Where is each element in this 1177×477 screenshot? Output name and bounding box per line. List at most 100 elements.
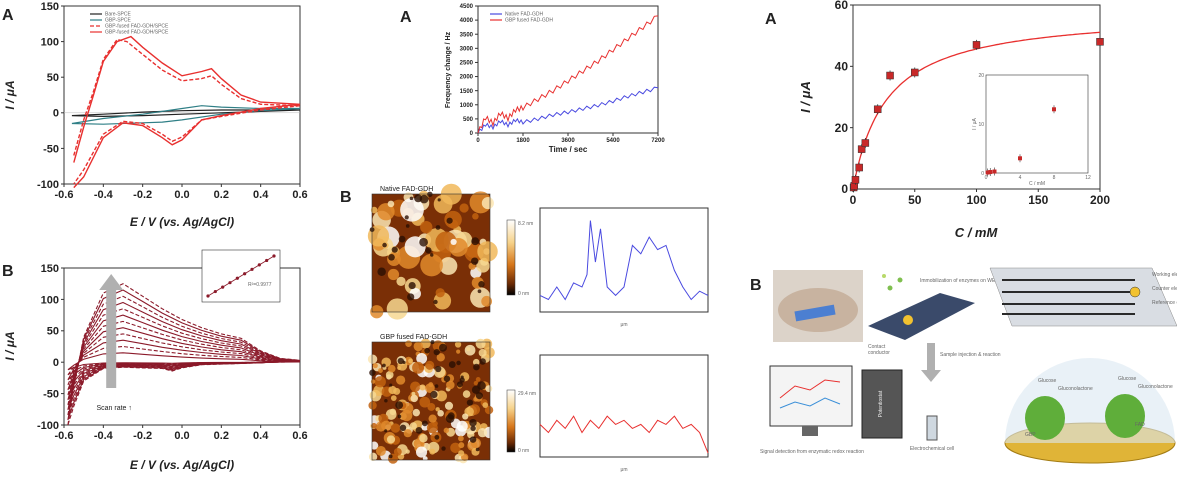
flow-arrow-head	[921, 370, 941, 382]
panel-cv-b: B -0.6 -0.4 -0.2 0.0 0.2 0.4 0.6 -100 -50 0 50 100 15…	[0, 238, 308, 477]
potentiostat-box	[861, 369, 903, 439]
afm-fused-image-grain	[466, 347, 471, 352]
freq-a-xtick-label: 3600	[561, 138, 575, 144]
afm-native-image-pit	[470, 257, 479, 265]
afm-native-image-pit	[388, 253, 395, 261]
cv-b-ytick-label: 100	[41, 294, 59, 306]
cv-a-ytick-label: 150	[41, 1, 59, 13]
sample-injection-label: Sample injection & reaction	[940, 352, 1001, 358]
panel-cv-a: A -0.6 -0.4 -0.2 0.0 0.2 0.4 0.6 -100 -50 0 50 100 15…	[0, 0, 308, 235]
freq-a-xlabel: Time / sec	[549, 145, 588, 154]
panel-kinetic-a: A 0 50 100 150 200 0 20 40 60 0 4 8 12 0 10 20 C / mM I / …	[760, 0, 1177, 245]
afm-fused-image-grain	[458, 442, 465, 449]
panel-letter: A	[400, 9, 412, 26]
cv-b-xtick-label: 0.2	[214, 430, 229, 442]
cv-b-ytick-label: 50	[47, 326, 59, 338]
freq-a-ytick-label: 2000	[460, 75, 474, 81]
afm-native-image-grain	[459, 203, 469, 213]
afm-native-image-pit	[419, 194, 429, 204]
kin-a-inset-frame	[985, 74, 1089, 174]
freq-a-legend-label: GBP fused FAD-GDH	[505, 18, 553, 24]
afm-fused-image-pit	[475, 447, 480, 452]
afm-fused-image-grain	[390, 395, 397, 401]
kin-a-inset-xlabel: C / mM	[1029, 181, 1045, 187]
afm-fused-image-grain	[462, 413, 469, 420]
cv-b-inset-point	[265, 258, 269, 263]
cv-a-chart: A -0.6 -0.4 -0.2 0.0 0.2 0.4 0.6 -100 -50 0 50 100 15…	[2, 1, 308, 229]
afm-fused-image-grain	[373, 384, 385, 396]
cv-a-ytick-label: 100	[41, 36, 59, 48]
afm-native-image-frame	[371, 193, 491, 313]
afm-fused-image-grain	[427, 403, 436, 411]
afm-fused-image-grain	[372, 363, 378, 369]
afm-native-image-grain	[472, 212, 479, 220]
afm-fused-image-grain	[419, 434, 428, 443]
afm-fused-image-grain	[410, 381, 421, 392]
cv-b-inset-point	[243, 272, 247, 276]
afm-native-image-pit	[477, 289, 482, 294]
afm-fused-image-grain	[400, 409, 413, 422]
afm-native-image-grain	[396, 276, 406, 287]
afm-fused-image-pit	[430, 390, 438, 399]
afm-fused-image-grain	[370, 379, 376, 384]
afm-fused-image-grain	[450, 442, 461, 454]
afm-fused-image-grain	[456, 349, 461, 354]
signal-label: Signal detection from enzymatic redox re…	[760, 449, 864, 455]
immobilization-label: Immobilization of enzymes on WE	[920, 278, 996, 284]
afm-fused-image-grain	[429, 448, 436, 455]
afm-native-image-grain	[377, 203, 395, 221]
panel-afm-b: B 8.2 nm 0 nm 29.4 nm 0 nm Native FAD-GDH GBP …	[335, 180, 735, 477]
afm-fused-image-grain	[477, 428, 488, 438]
panel-letter: B	[2, 263, 14, 280]
afm-fused-image-pit	[441, 446, 446, 451]
afm-fused-image-grain	[378, 368, 383, 374]
kin-a-ytick-label: 60	[835, 0, 849, 12]
afm-native-profile-line	[539, 220, 709, 301]
kin-a-ylabel: I / μA	[798, 81, 813, 113]
afm-fused-image-grain	[420, 338, 431, 349]
afm-fused-image-pit	[445, 414, 455, 423]
freq-a-chart: A 0 1800 3600 5400 7200 0 500 1000 1500 2000 2500 30…	[400, 4, 665, 154]
afm-fused-image-pit	[395, 401, 404, 410]
freq-a-ytick-label: 3500	[460, 32, 474, 38]
kin-a-inset-ytick: 20	[978, 73, 984, 79]
afm-fused-image-pit	[399, 424, 407, 432]
kin-a-xlabel: C / mM	[955, 225, 999, 240]
afm-fused-image-grain	[446, 380, 455, 390]
cv-a-legend-label: GBP-fused FAD-GDH/SPCE	[105, 30, 169, 36]
afm-fused-image-grain	[416, 353, 428, 364]
cv-a-plot-frame	[63, 5, 301, 185]
afm-fused-image-grain	[389, 408, 397, 416]
afm-fused-image-pit	[459, 377, 465, 383]
afm-fused-image-grain	[405, 449, 410, 454]
kin-a-point	[972, 41, 981, 49]
panel-letter: B	[340, 189, 352, 206]
freq-a-xtick-label: 0	[476, 138, 480, 144]
afm-native-image-grain	[481, 197, 494, 210]
cv-a-series-1	[71, 105, 301, 125]
afm-native-image-pit	[471, 237, 480, 246]
kin-a-inset-ylabel: I / μA	[972, 117, 978, 129]
afm-fused-image-grain	[458, 450, 465, 457]
cv-a-xtick-label: -0.4	[94, 189, 114, 201]
afm-native-image-pit	[419, 237, 428, 247]
afm-fused-image-pit	[443, 375, 451, 382]
afm-fused-image-pit	[473, 363, 480, 371]
monitor-trace-blue	[779, 397, 841, 409]
cv-b-inset-point	[272, 254, 276, 258]
afm-fused-image-pit	[466, 399, 474, 406]
afm-native-colorbar	[506, 219, 516, 296]
kin-a-inset-ytick: 0	[981, 171, 984, 177]
afm-fused-image-grain	[390, 423, 401, 433]
kinetic-a-chart: A 0 50 100 150 200 0 20 40 60 0 4 8 12 0 10 20 C / mM I / …	[765, 0, 1110, 240]
afm-fused-image-grain	[483, 426, 496, 439]
afm-fused-image-grain	[413, 341, 424, 352]
afm-fused-image-grain	[458, 435, 464, 442]
afm-fused-image-pit	[469, 436, 477, 443]
cv-a-xtick-label: 0.6	[292, 189, 307, 201]
gluconolactone-label-2: Gluconolactone	[1138, 384, 1173, 390]
cv-a-ylabel: I / μA	[3, 80, 17, 109]
kin-a-inset-xtick: 0	[985, 175, 988, 181]
sensor-schematic: B Immobilization of enzymes on WE Contactc…	[750, 267, 1177, 464]
afm-native-image-pit	[407, 293, 415, 301]
